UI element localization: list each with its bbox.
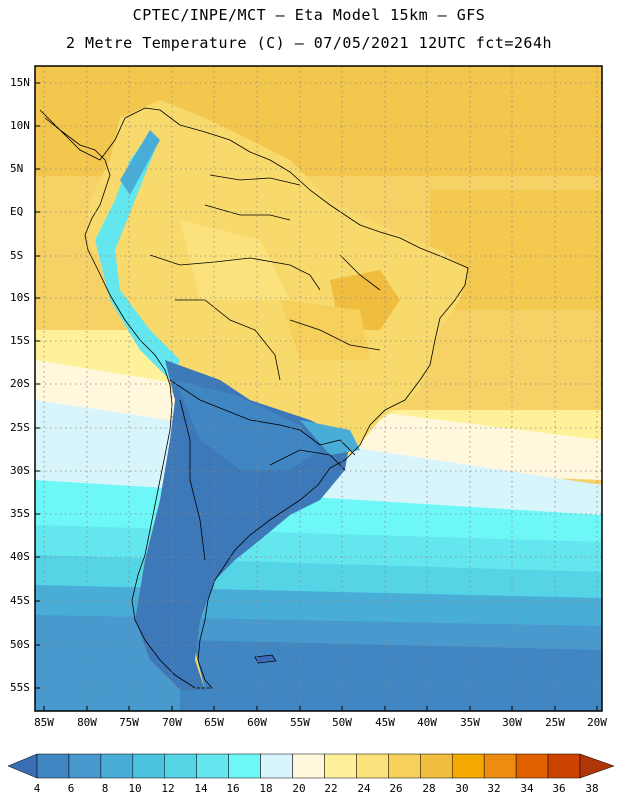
lat-label: 10S — [10, 291, 30, 304]
colorbar-segment — [36, 753, 70, 779]
colorbar-segment — [515, 753, 549, 779]
lon-label: 70W — [162, 716, 182, 729]
lat-label: 55S — [10, 681, 30, 694]
lat-label: 15S — [10, 334, 30, 347]
lat-label: 40S — [10, 550, 30, 563]
lat-label: 30S — [10, 464, 30, 477]
colorbar — [7, 753, 615, 779]
lat-label: 15N — [10, 76, 30, 89]
map-title-line2: 2 Metre Temperature (C) – 07/05/2021 12U… — [65, 34, 553, 52]
lat-label: 5S — [10, 249, 24, 262]
colorbar-segment — [324, 753, 357, 779]
lon-label: 50W — [332, 716, 352, 729]
lat-label: 5N — [10, 162, 24, 175]
lon-label: 75W — [119, 716, 139, 729]
colorbar-segment — [356, 753, 389, 779]
colorbar-label: 20 — [292, 782, 306, 795]
map-title-line1: CPTEC/INPE/MCT – Eta Model 15km – GFS — [132, 6, 486, 24]
lon-label: 30W — [502, 716, 522, 729]
colorbar-label: 36 — [552, 782, 566, 795]
lat-label: 10N — [10, 119, 30, 132]
colorbar-segment — [260, 753, 293, 779]
colorbar-label: 6 — [67, 782, 75, 795]
colorbar-label: 10 — [128, 782, 142, 795]
map-frame — [34, 65, 603, 712]
colorbar-min-arrow — [7, 753, 38, 779]
colorbar-label: 38 — [585, 782, 599, 795]
coastlines — [39, 107, 469, 689]
colorbar-label: 22 — [324, 782, 338, 795]
colorbar-label: 4 — [33, 782, 41, 795]
lon-label: 60W — [247, 716, 267, 729]
colorbar-max-arrow — [579, 753, 615, 779]
lon-label: 80W — [77, 716, 97, 729]
lat-label: EQ — [10, 205, 24, 218]
colorbar-segment — [68, 753, 102, 779]
lon-label: 65W — [204, 716, 224, 729]
colorbar-label: 12 — [161, 782, 175, 795]
colorbar-segment — [420, 753, 453, 779]
lon-label: 25W — [545, 716, 565, 729]
colorbar-segment — [164, 753, 197, 779]
colorbar-segment — [228, 753, 261, 779]
colorbar-label: 8 — [101, 782, 109, 795]
lon-label: 45W — [375, 716, 395, 729]
colorbar-segment — [292, 753, 325, 779]
colorbar-label: 28 — [422, 782, 436, 795]
colorbar-label: 34 — [520, 782, 534, 795]
colorbar-label: 30 — [455, 782, 469, 795]
colorbar-segment — [483, 753, 517, 779]
colorbar-label: 24 — [357, 782, 371, 795]
axis-ticks — [35, 82, 598, 711]
lon-label: 40W — [417, 716, 437, 729]
colorbar-label: 18 — [259, 782, 273, 795]
colorbar-label: 14 — [194, 782, 208, 795]
colorbar-segment — [547, 753, 581, 779]
lat-label: 45S — [10, 594, 30, 607]
lon-label: 35W — [460, 716, 480, 729]
colorbar-label: 32 — [487, 782, 501, 795]
temperature-field — [35, 66, 602, 711]
lon-label: 20W — [587, 716, 607, 729]
colorbar-segment — [196, 753, 229, 779]
lat-label: 25S — [10, 421, 30, 434]
lat-label: 50S — [10, 638, 30, 651]
colorbar-label: 16 — [226, 782, 240, 795]
colorbar-segment — [388, 753, 421, 779]
colorbar-segment — [132, 753, 166, 779]
lat-label: 35S — [10, 507, 30, 520]
colorbar-segment — [451, 753, 485, 779]
lon-label: 85W — [34, 716, 54, 729]
colorbar-label: 26 — [389, 782, 403, 795]
colorbar-segment — [100, 753, 134, 779]
lon-label: 55W — [290, 716, 310, 729]
lat-label: 20S — [10, 377, 30, 390]
